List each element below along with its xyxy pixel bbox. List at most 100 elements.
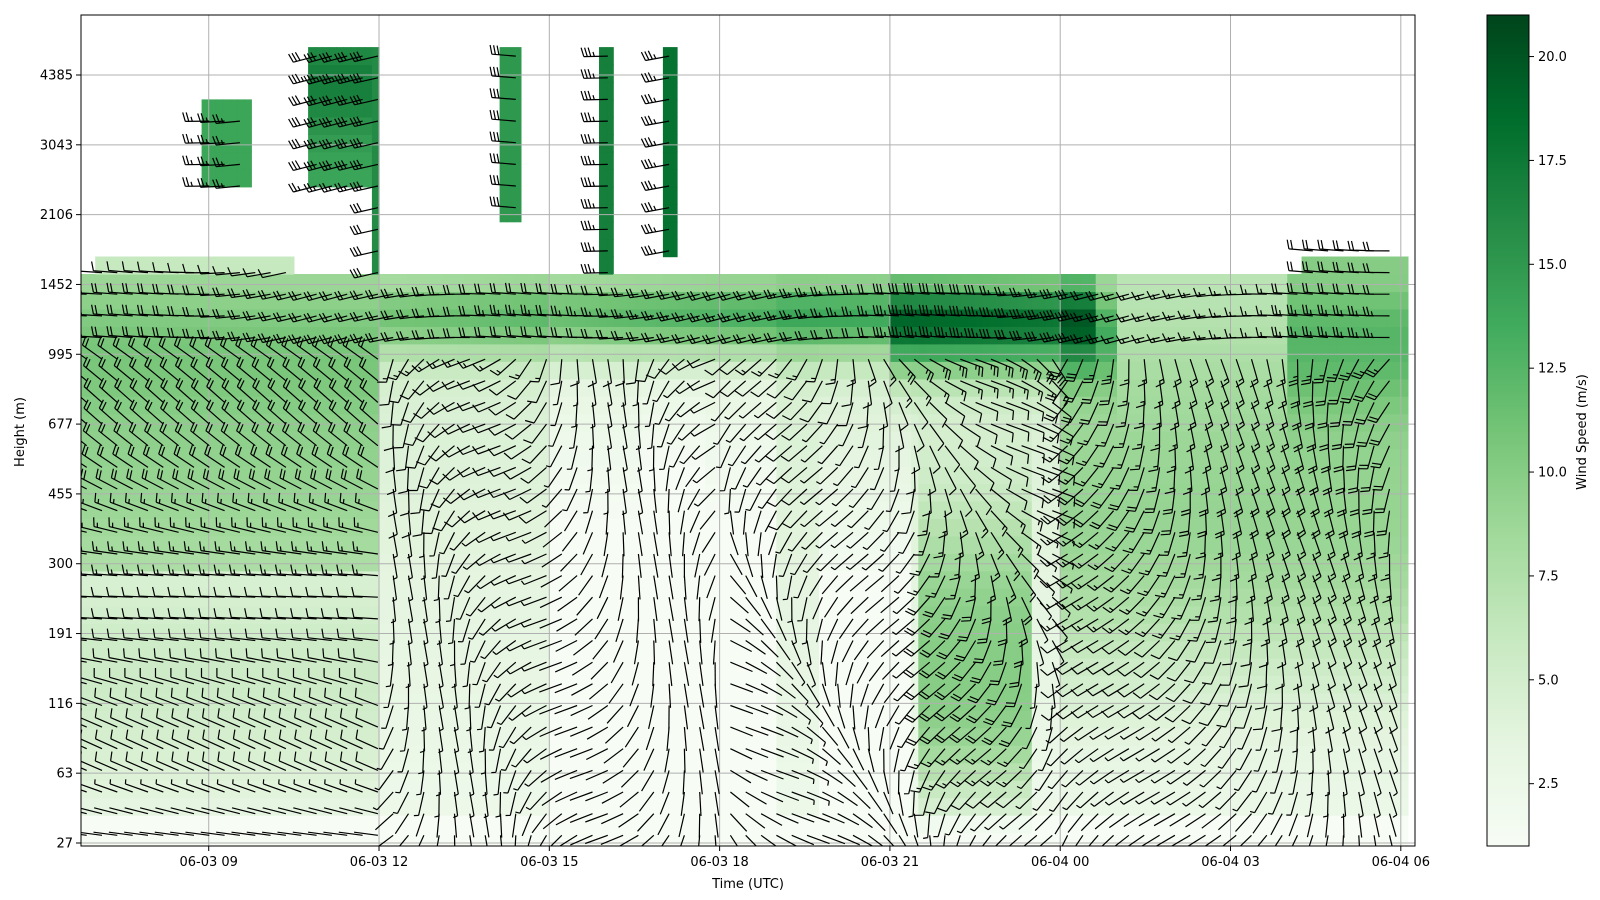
heatmap-cell — [868, 727, 877, 746]
heatmap-cell — [627, 815, 636, 834]
heatmap-cell — [329, 99, 338, 118]
heatmap-cell — [499, 413, 508, 432]
heatmap-cell — [301, 308, 309, 327]
heatmap-cell — [627, 745, 636, 764]
heatmap-cell — [819, 518, 827, 537]
heatmap-cell — [726, 605, 735, 624]
heatmap-cell — [613, 570, 621, 589]
heatmap-cell — [868, 745, 877, 764]
heatmap-cell — [215, 116, 224, 135]
heatmap-cell — [975, 623, 983, 642]
heatmap-cell — [811, 692, 820, 711]
heatmap-cell — [641, 727, 650, 746]
heatmap-cell — [918, 500, 926, 519]
heatmap-cell — [641, 343, 650, 362]
heatmap-cell — [265, 553, 274, 572]
heatmap-cell — [215, 500, 224, 519]
heatmap-cell — [712, 326, 721, 345]
heatmap-cell — [137, 710, 146, 729]
heatmap-cell — [279, 396, 288, 415]
heatmap-cell — [357, 762, 366, 781]
heatmap-cell — [272, 518, 281, 537]
heatmap-cell — [144, 483, 153, 502]
heatmap-cell — [442, 448, 451, 467]
heatmap-cell — [251, 623, 259, 642]
heatmap-cell — [457, 500, 465, 519]
heatmap-cell — [911, 745, 919, 764]
heatmap-cell — [421, 308, 430, 327]
heatmap-cell — [237, 605, 245, 624]
heatmap-cell — [237, 675, 245, 694]
heatmap-cell — [315, 413, 323, 432]
heatmap-cell — [343, 308, 352, 327]
heatmap-cell — [308, 47, 316, 66]
heatmap-cell — [237, 274, 245, 293]
heatmap-cell — [279, 762, 288, 781]
heatmap-cell — [968, 762, 976, 781]
heatmap-cell — [258, 675, 267, 694]
heatmap-cell — [194, 500, 203, 519]
heatmap-cell — [293, 762, 302, 781]
heatmap-cell — [705, 640, 714, 659]
heatmap-cell — [549, 448, 557, 467]
heatmap-cell — [826, 815, 834, 834]
heatmap-cell — [989, 518, 997, 537]
heatmap-cell — [208, 692, 217, 711]
heatmap-cell — [996, 518, 1005, 537]
heatmap-cell — [1038, 483, 1047, 502]
heatmap-cell — [357, 151, 366, 170]
heatmap-cell — [677, 850, 685, 868]
heatmap-cell — [925, 431, 934, 450]
heatmap-cell — [237, 134, 245, 153]
heatmap-cell — [946, 535, 955, 554]
heatmap-cell — [982, 308, 990, 327]
heatmap-cell — [797, 431, 806, 450]
heatmap-cell — [109, 692, 118, 711]
heatmap-cell — [109, 762, 118, 781]
heatmap-cell — [1074, 815, 1083, 834]
heatmap-cell — [144, 535, 153, 554]
heatmap-cell — [428, 466, 437, 485]
heatmap-cell — [684, 570, 692, 589]
heatmap-cell — [386, 466, 394, 485]
heatmap-cell — [584, 291, 593, 310]
heatmap-cell — [982, 832, 990, 846]
heatmap-cell — [655, 518, 664, 537]
heatmap-cell — [960, 588, 969, 607]
heatmap-cell — [897, 553, 905, 572]
heatmap-cell — [237, 396, 245, 415]
heatmap-cell — [478, 466, 487, 485]
heatmap-cell — [1031, 710, 1040, 729]
heatmap-cell — [726, 797, 735, 816]
heatmap-cell — [563, 274, 572, 293]
heatmap-cell — [819, 361, 827, 380]
heatmap-cell — [506, 675, 515, 694]
heatmap-cell — [975, 378, 983, 397]
heatmap-cell — [159, 466, 167, 485]
heatmap-cell — [662, 116, 671, 135]
heatmap-cell — [173, 780, 181, 799]
heatmap-cell — [102, 640, 110, 659]
heatmap-cell — [854, 396, 863, 415]
heatmap-cell — [1046, 570, 1054, 589]
heatmap-cell — [620, 727, 628, 746]
heatmap-cell — [166, 727, 174, 746]
heatmap-cell — [1060, 658, 1068, 677]
heatmap-cell — [932, 588, 941, 607]
heatmap-cell — [932, 762, 941, 781]
heatmap-cell — [889, 535, 898, 554]
heatmap-cell — [677, 815, 685, 834]
heatmap-cell — [293, 431, 302, 450]
heatmap-cell — [698, 274, 706, 293]
heatmap-cell — [776, 413, 785, 432]
heatmap-cell — [301, 431, 309, 450]
heatmap-cell — [513, 291, 522, 310]
heatmap-cell — [144, 396, 153, 415]
heatmap-cell — [95, 762, 103, 781]
heatmap-cell — [740, 291, 749, 310]
heatmap-cell — [329, 588, 338, 607]
heatmap-cell — [556, 588, 565, 607]
heatmap-cell — [684, 291, 692, 310]
heatmap-cell — [144, 710, 153, 729]
heatmap-cell — [669, 832, 678, 846]
